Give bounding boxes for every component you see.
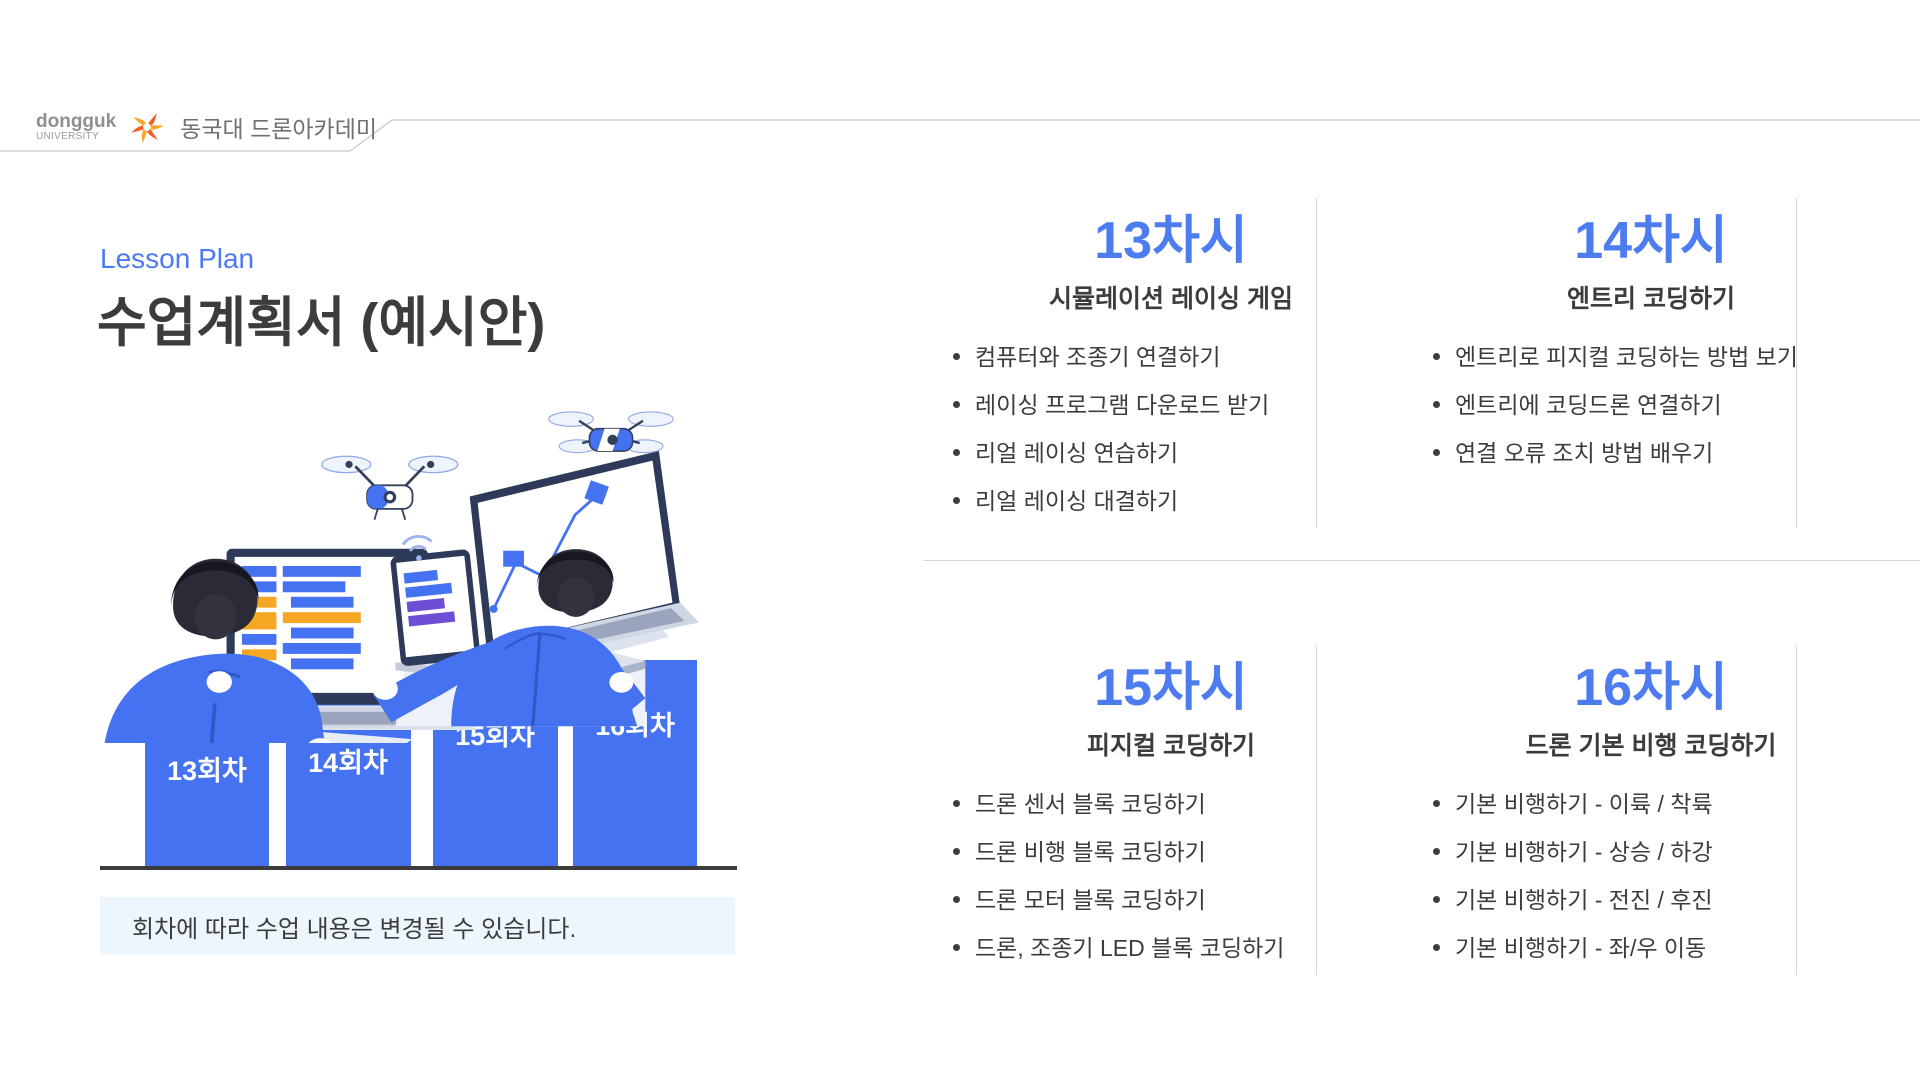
svg-text:13회차: 13회차 — [167, 756, 247, 786]
svg-text:14회차: 14회차 — [308, 748, 388, 778]
